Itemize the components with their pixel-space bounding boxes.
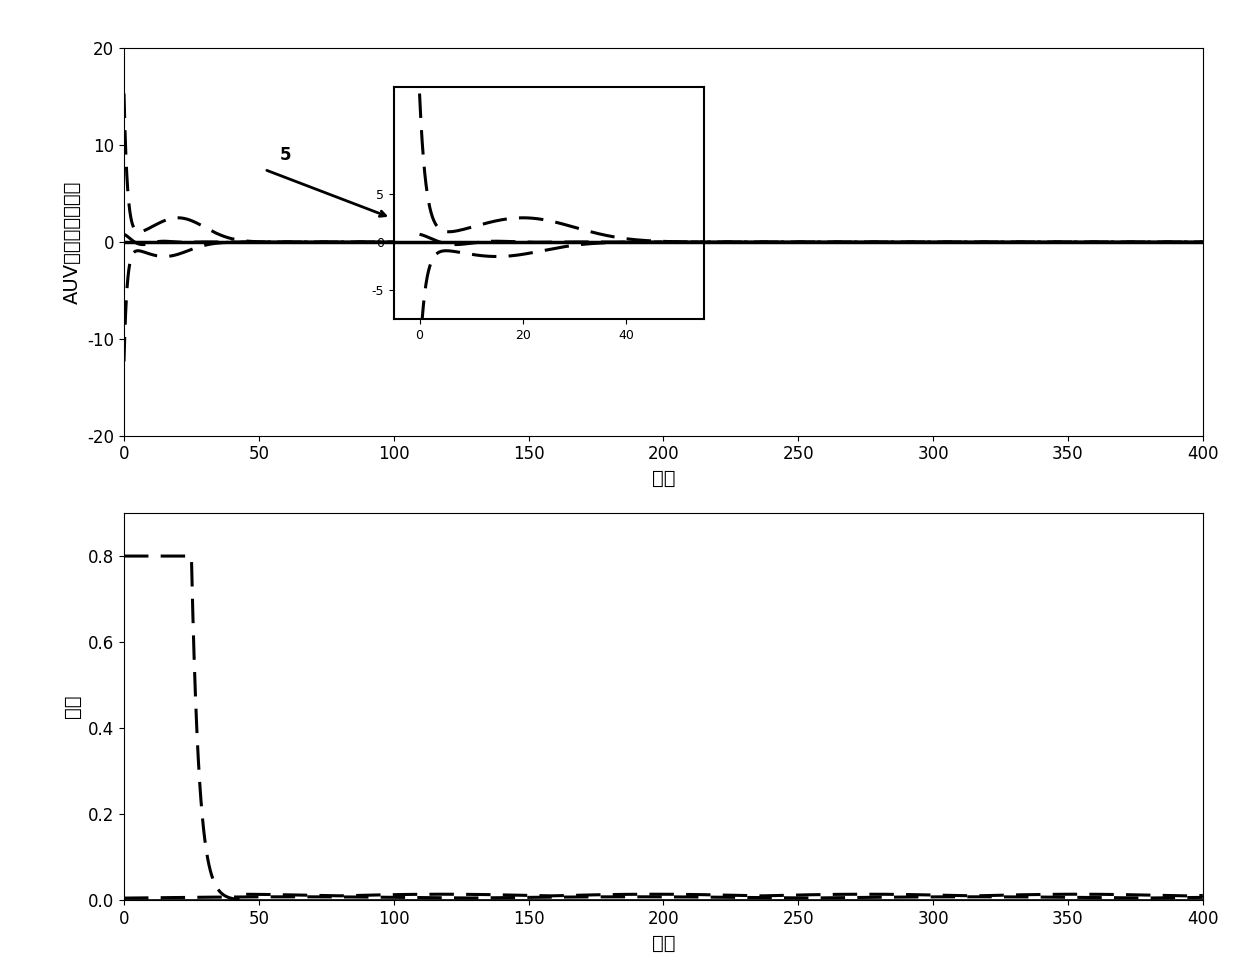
Y-axis label: 角度: 角度 (63, 695, 82, 718)
X-axis label: 时间: 时间 (652, 469, 675, 488)
Y-axis label: AUV之间的位置误差: AUV之间的位置误差 (63, 180, 82, 304)
X-axis label: 时间: 时间 (652, 933, 675, 953)
Text: 5: 5 (280, 146, 291, 164)
